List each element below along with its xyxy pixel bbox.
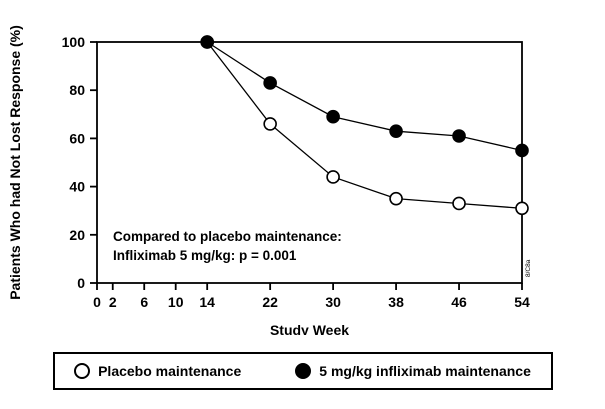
open-circle-marker-icon xyxy=(74,363,91,379)
figure-code-watermark: 8/C8a xyxy=(525,259,532,277)
legend: Placebo maintenance 5 mg/kg infliximab m… xyxy=(52,352,553,390)
data-point-filled xyxy=(263,76,277,90)
x-tick-label: 6 xyxy=(140,294,148,310)
x-tick-label: 22 xyxy=(262,294,278,310)
data-point-open xyxy=(515,201,529,216)
x-tick-label: 46 xyxy=(451,294,467,310)
data-point-filled xyxy=(200,35,214,49)
annotation-line: Infliximab 5 mg/kg: p = 0.001 xyxy=(113,248,297,263)
data-point-filled xyxy=(389,124,403,138)
data-point-open xyxy=(452,196,466,211)
legend-item-placebo: Placebo maintenance xyxy=(74,363,241,379)
data-point-filled xyxy=(515,143,529,158)
x-tick-label: 38 xyxy=(388,294,404,310)
plot-frame xyxy=(96,41,523,284)
filled-circle-marker-icon xyxy=(295,363,312,379)
y-tick-label: 0 xyxy=(77,275,85,291)
series-line-open xyxy=(206,41,523,209)
x-tick-label: 54 xyxy=(514,294,530,310)
data-point-filled xyxy=(326,109,340,124)
x-axis-label: Study Week xyxy=(270,322,349,335)
x-tick-label: 0 xyxy=(93,294,101,310)
annotation-line: Compared to placebo maintenance: xyxy=(113,229,342,244)
data-point-open xyxy=(389,191,403,206)
x-tick-label: 10 xyxy=(168,294,184,310)
series-line-filled xyxy=(206,41,523,152)
y-tick-label: 80 xyxy=(69,82,85,98)
data-point-filled xyxy=(452,129,466,143)
y-tick-label: 40 xyxy=(69,179,85,195)
x-tick-label: 14 xyxy=(199,294,215,310)
y-axis-label: Patients Who had Not Lost Response (%) xyxy=(7,25,23,300)
legend-label-infliximab: 5 mg/kg infliximab maintenance xyxy=(319,363,531,379)
y-tick-label: 60 xyxy=(69,130,85,146)
x-tick-label: 30 xyxy=(325,294,341,310)
data-point-open xyxy=(263,117,277,131)
x-tick-label: 2 xyxy=(109,294,117,310)
legend-label-placebo: Placebo maintenance xyxy=(98,363,242,379)
y-tick-label: 100 xyxy=(62,34,86,50)
y-tick-label: 20 xyxy=(69,227,85,243)
data-point-open xyxy=(326,170,340,184)
legend-item-infliximab: 5 mg/kg infliximab maintenance xyxy=(295,363,531,379)
